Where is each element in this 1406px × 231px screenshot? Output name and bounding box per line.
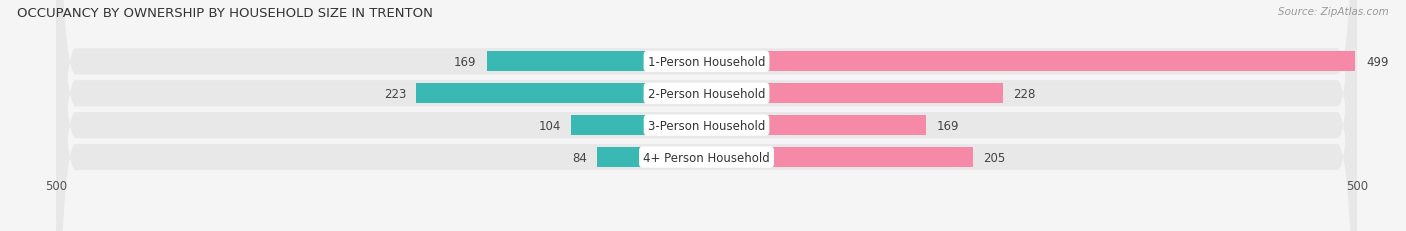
- Bar: [707, 52, 1355, 72]
- FancyBboxPatch shape: [56, 0, 1357, 231]
- Text: 104: 104: [538, 119, 561, 132]
- Text: Source: ZipAtlas.com: Source: ZipAtlas.com: [1278, 7, 1389, 17]
- Text: 223: 223: [384, 87, 406, 100]
- Text: 1-Person Household: 1-Person Household: [648, 56, 765, 69]
- Bar: [707, 116, 927, 135]
- Text: 169: 169: [936, 119, 959, 132]
- Text: 84: 84: [572, 151, 586, 164]
- Bar: [571, 116, 707, 135]
- Text: 228: 228: [1014, 87, 1036, 100]
- Bar: [598, 148, 707, 167]
- Bar: [707, 148, 973, 167]
- Bar: [416, 84, 707, 104]
- FancyBboxPatch shape: [56, 0, 1357, 231]
- Bar: [707, 84, 1002, 104]
- Bar: [486, 52, 707, 72]
- Text: 499: 499: [1365, 56, 1388, 69]
- Text: 3-Person Household: 3-Person Household: [648, 119, 765, 132]
- Text: 4+ Person Household: 4+ Person Household: [643, 151, 770, 164]
- Text: 2-Person Household: 2-Person Household: [648, 87, 765, 100]
- FancyBboxPatch shape: [56, 0, 1357, 231]
- FancyBboxPatch shape: [56, 0, 1357, 231]
- Text: 205: 205: [984, 151, 1005, 164]
- Text: 169: 169: [454, 56, 477, 69]
- Text: OCCUPANCY BY OWNERSHIP BY HOUSEHOLD SIZE IN TRENTON: OCCUPANCY BY OWNERSHIP BY HOUSEHOLD SIZE…: [17, 7, 433, 20]
